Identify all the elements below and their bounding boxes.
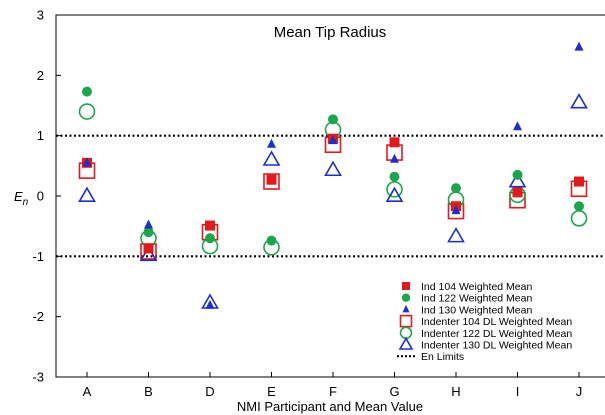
data-point-ind-triangle — [267, 138, 276, 148]
y-tick-label: -3 — [32, 370, 44, 385]
data-point-ind-circle — [451, 183, 461, 194]
y-tick-label: 1 — [37, 128, 44, 143]
data-point-ind-circle — [205, 233, 215, 244]
legend-marker-circle — [399, 326, 413, 340]
data-point-ind-square — [205, 220, 215, 231]
x-tick-label: I — [516, 384, 520, 399]
x-tick-label: H — [451, 384, 460, 399]
legend-label: Ind 122 Weighted Mean — [421, 293, 532, 305]
data-point-ind-triangle — [328, 135, 338, 145]
legend-label: Indenter 122 DL Weighted Mean — [421, 328, 572, 340]
legend-label: Ind 130 Weighted Mean — [421, 304, 532, 316]
data-point-ind-square — [389, 137, 400, 148]
y-axis-label: En — [14, 189, 29, 208]
x-tick-label: G — [389, 384, 399, 399]
legend-marker-square — [399, 314, 413, 328]
data-point-ind-circle — [82, 86, 92, 97]
legend-label: Indenter 104 DL Weighted Mean — [421, 316, 572, 328]
legend-label: Indenter 130 DL Weighted Mean — [421, 340, 572, 352]
data-point-ind-square — [143, 243, 154, 254]
legend-marker-triangle — [398, 336, 414, 350]
y-axis-label-subscript: n — [23, 197, 29, 208]
data-point-indenter-triangle — [324, 160, 342, 177]
data-point-indenter-square — [263, 173, 280, 190]
data-point-indenter-circle — [78, 103, 96, 120]
data-point-indenter-triangle — [139, 245, 158, 262]
x-tick-label: D — [205, 384, 214, 399]
data-point-indenter-triangle — [508, 172, 527, 188]
data-point-ind-circle — [389, 171, 400, 182]
y-tick-label: 0 — [37, 189, 44, 204]
legend-marker-triangle — [402, 304, 410, 313]
y-tick-label: -1 — [32, 249, 44, 264]
legend-marker-square — [402, 282, 410, 290]
data-point-indenter-triangle — [570, 93, 588, 109]
data-point-ind-square — [266, 174, 277, 185]
x-tick-label: J — [576, 384, 583, 399]
data-point-ind-triangle — [144, 219, 153, 229]
data-point-ind-circle — [143, 227, 154, 238]
legend-label: En Limits — [421, 351, 464, 363]
data-point-ind-circle — [266, 235, 277, 246]
y-tick-label: 3 — [37, 8, 44, 23]
y-axis-ticks: -3 -2 -1 0 1 2 3 — [32, 8, 61, 385]
data-point-ind-circle — [574, 201, 584, 212]
data-point-ind-square — [574, 176, 584, 187]
y-axis-label-main: E — [14, 189, 23, 204]
data-point-ind-circle — [512, 169, 523, 180]
data-point-indenter-circle — [386, 181, 403, 198]
data-point-ind-triangle — [82, 157, 92, 167]
x-tick-label: B — [144, 384, 153, 399]
legend-marker-circle — [401, 293, 411, 302]
data-point-ind-triangle — [390, 153, 399, 163]
data-point-indenter-triangle — [447, 227, 465, 243]
data-point-ind-triangle — [513, 121, 522, 131]
data-point-indenter-circle — [570, 210, 588, 227]
data-point-ind-triangle — [451, 205, 461, 215]
data-point-indenter-triangle — [385, 186, 404, 202]
x-tick-label: E — [267, 384, 276, 399]
data-points — [78, 41, 588, 309]
data-point-ind-square — [512, 187, 523, 198]
data-point-ind-triangle — [205, 299, 215, 309]
data-point-indenter-triangle — [262, 150, 281, 166]
data-point-ind-triangle — [574, 41, 584, 51]
legend-label: Ind 104 Weighted Mean — [421, 281, 532, 293]
x-tick-label: A — [83, 384, 92, 399]
en-limit-lines — [56, 134, 605, 258]
x-axis-label: NMI Participant and Mean Value — [237, 399, 423, 414]
data-point-ind-circle — [328, 114, 338, 125]
y-tick-label: -2 — [32, 309, 44, 324]
x-tick-label: F — [329, 384, 337, 399]
y-tick-label: 2 — [37, 68, 44, 83]
data-point-indenter-triangle — [78, 186, 96, 202]
chart-title: Mean Tip Radius — [274, 24, 387, 41]
